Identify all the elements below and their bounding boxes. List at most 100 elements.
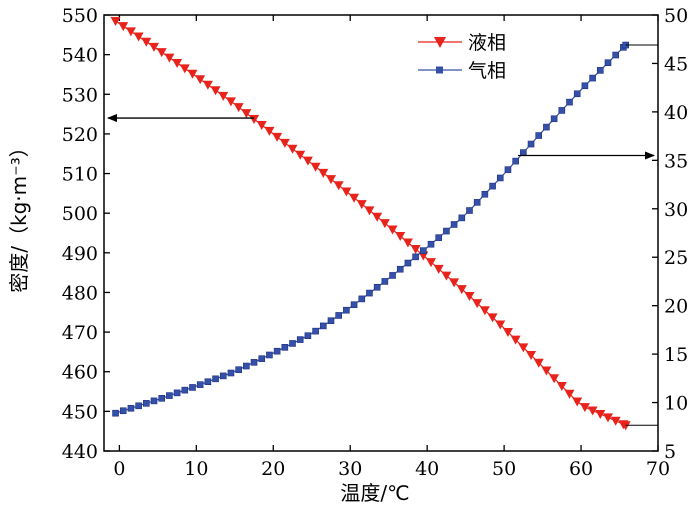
- data-point: [327, 317, 335, 324]
- series-gas-phase: [112, 41, 658, 417]
- data-point: [227, 369, 235, 377]
- series-liquid-phase: [110, 16, 658, 431]
- data-point: [279, 138, 290, 148]
- data-point: [289, 340, 296, 347]
- y-axis-label-left: 密度/（kg·m⁻³）: [7, 137, 31, 292]
- y-left-tick-label: 550: [62, 5, 98, 27]
- x-tick-label: 50: [492, 458, 516, 480]
- data-point: [533, 358, 544, 368]
- data-point: [133, 32, 144, 42]
- y-right-tick-label: 30: [664, 199, 688, 221]
- data-point: [318, 168, 329, 178]
- data-point: [450, 221, 458, 228]
- data-point: [387, 225, 398, 235]
- data-point: [541, 366, 552, 376]
- data-point: [556, 381, 567, 391]
- data-point: [349, 193, 360, 203]
- data-point: [187, 69, 198, 79]
- data-point: [156, 48, 167, 58]
- data-point: [304, 332, 312, 340]
- data-point: [158, 394, 166, 402]
- data-point: [110, 16, 121, 26]
- data-point: [125, 27, 136, 37]
- data-point: [218, 91, 229, 101]
- data-point: [535, 132, 543, 139]
- data-point: [589, 74, 596, 82]
- series-line: [115, 20, 626, 426]
- data-point: [602, 413, 613, 423]
- data-point: [343, 306, 350, 314]
- data-point: [495, 320, 506, 330]
- legend-swatch-marker: [436, 66, 443, 74]
- data-point: [204, 378, 212, 386]
- data-point: [595, 409, 606, 419]
- data-point: [550, 115, 558, 123]
- data-point: [258, 355, 266, 362]
- y-right-tick-label: 40: [664, 102, 688, 124]
- data-point: [512, 157, 519, 165]
- data-point: [127, 404, 135, 412]
- data-point: [587, 406, 598, 416]
- y-right-tick-label: 10: [664, 393, 688, 415]
- data-point: [510, 335, 521, 345]
- data-point: [527, 140, 535, 148]
- x-tick-label: 60: [569, 458, 593, 480]
- data-point: [520, 149, 527, 156]
- data-point: [573, 90, 581, 98]
- data-point: [596, 67, 604, 74]
- data-point: [296, 336, 304, 343]
- y-right-tick-label: 15: [664, 344, 688, 366]
- data-point: [325, 175, 336, 185]
- x-tick-label: 30: [338, 458, 362, 480]
- data-point: [372, 212, 383, 222]
- data-point: [243, 362, 250, 370]
- y-left-tick-label: 490: [62, 243, 98, 265]
- data-point: [196, 381, 204, 388]
- data-point: [241, 109, 252, 119]
- y-right-tick-label: 35: [664, 150, 688, 172]
- y-left-tick-label: 460: [62, 362, 98, 384]
- data-point: [433, 264, 444, 274]
- x-axis-label: 温度/℃: [340, 481, 409, 505]
- data-point: [481, 190, 489, 198]
- data-point: [364, 206, 375, 216]
- data-point: [202, 80, 213, 90]
- y-right-tick-label: 25: [664, 247, 688, 269]
- data-point: [173, 389, 181, 397]
- data-point: [610, 416, 621, 426]
- data-point: [356, 200, 367, 210]
- data-point: [479, 306, 490, 316]
- x-tick-label: 40: [415, 458, 439, 480]
- plot-border: [103, 14, 659, 452]
- data-point: [358, 295, 366, 303]
- data-point: [396, 265, 404, 273]
- data-point: [581, 82, 589, 90]
- data-point: [319, 322, 327, 330]
- data-point: [333, 181, 344, 191]
- data-point: [572, 397, 583, 407]
- data-point: [189, 384, 196, 391]
- data-point: [604, 59, 612, 67]
- data-point: [456, 285, 467, 295]
- y-left-tick-label: 480: [62, 282, 98, 304]
- data-point: [166, 392, 173, 399]
- data-point: [264, 126, 275, 136]
- series-line: [115, 44, 627, 414]
- data-point: [235, 366, 242, 374]
- data-point: [219, 372, 227, 380]
- data-point: [426, 258, 437, 268]
- data-point: [466, 207, 473, 214]
- data-point: [250, 359, 258, 366]
- y-left-tick-label: 540: [62, 45, 98, 67]
- data-point: [373, 283, 381, 291]
- data-point: [281, 344, 289, 351]
- y-left-tick-label: 510: [62, 164, 98, 186]
- x-tick-label: 10: [184, 458, 208, 480]
- data-point: [412, 253, 419, 261]
- data-point: [379, 219, 390, 229]
- data-point: [181, 386, 189, 394]
- data-point: [435, 234, 443, 241]
- data-point: [302, 156, 313, 166]
- data-point: [135, 402, 142, 410]
